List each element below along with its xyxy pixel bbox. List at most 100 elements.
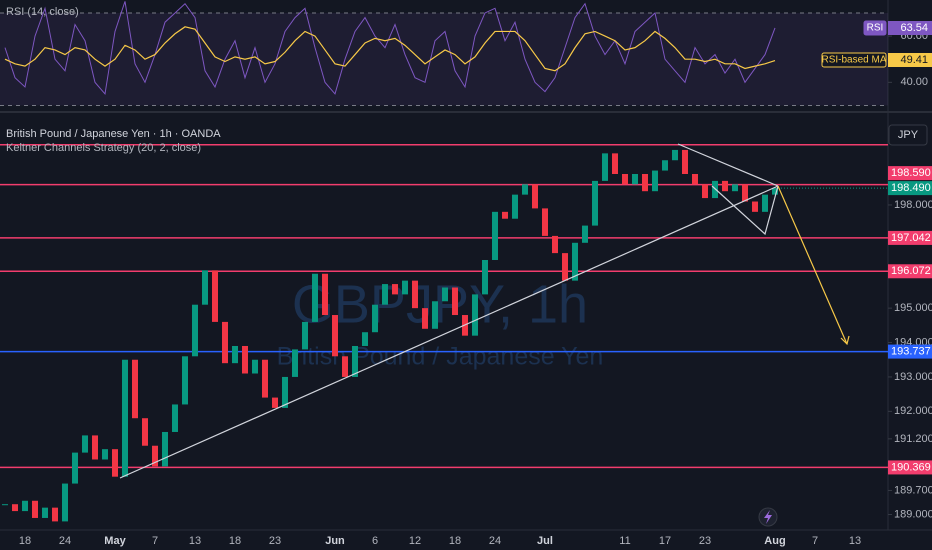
y-tick-label: 195.000: [894, 302, 932, 314]
candle: [402, 280, 408, 295]
y-tick-label: 191.200: [894, 433, 932, 445]
rsi-band: [0, 12, 888, 106]
y-tick-label: 189.700: [894, 484, 932, 496]
trend-line: [677, 143, 779, 187]
candle: [412, 280, 418, 309]
candle: [652, 170, 658, 192]
series-name-badge: [863, 20, 887, 36]
y-tick-label: 40.00: [900, 76, 928, 88]
series-value-badge: [888, 53, 932, 67]
candle: [192, 304, 198, 357]
candle: [242, 345, 248, 374]
series-name: RSI: [867, 23, 884, 34]
indicator-title: Keltner Channels Strategy (20, 2, close): [6, 142, 201, 154]
candle: [772, 188, 778, 195]
last-price-badge: [888, 181, 932, 196]
candle: [82, 435, 88, 453]
watermark-subtitle: British Pound / Japanese Yen: [277, 343, 604, 371]
candle: [522, 184, 528, 195]
level-badge: [888, 264, 932, 279]
x-tick-label: Jun: [325, 535, 345, 547]
candle: [392, 284, 398, 295]
candle: [202, 270, 208, 305]
candle: [262, 359, 268, 398]
y-tick-label: 198.000: [894, 199, 932, 211]
candle: [272, 397, 278, 408]
watermark: GBPJPY, 1h: [292, 274, 588, 334]
candle: [112, 449, 118, 477]
rsi-title: RSI (14, close): [6, 6, 79, 18]
wedge-line: [711, 185, 779, 236]
candle: [632, 174, 638, 185]
series-value: 49.41: [900, 54, 928, 66]
candle: [732, 184, 738, 192]
chart-title: British Pound / Japanese Yen · 1h · OAND…: [6, 128, 221, 140]
candle: [352, 345, 358, 377]
candle: [612, 153, 618, 175]
level-badge: [888, 166, 932, 181]
x-tick-label: 23: [699, 535, 711, 547]
candle: [442, 287, 448, 302]
candle: [382, 284, 388, 305]
x-tick-label: 12: [409, 535, 421, 547]
candle: [62, 483, 68, 522]
level-label: 190.369: [891, 461, 931, 473]
candle: [662, 160, 668, 171]
candle: [232, 345, 238, 364]
candle: [32, 500, 38, 518]
candle: [572, 242, 578, 281]
candle: [552, 235, 558, 254]
candle: [152, 445, 158, 467]
x-tick-label: 13: [849, 535, 861, 547]
series-value: 63.54: [900, 22, 928, 34]
x-tick-label: 6: [372, 535, 378, 547]
candle: [332, 315, 338, 357]
candle: [692, 174, 698, 185]
candle: [432, 301, 438, 329]
candle: [142, 418, 148, 446]
candle: [762, 194, 768, 212]
x-tick-label: 7: [812, 535, 818, 547]
x-tick-label: Jul: [537, 535, 553, 547]
candle: [312, 273, 318, 322]
candle: [182, 356, 188, 405]
candle: [562, 253, 568, 281]
candle: [302, 321, 308, 350]
x-tick-label: 13: [189, 535, 201, 547]
candle: [532, 184, 538, 209]
level-label: 198.590: [891, 167, 931, 179]
candle: [42, 507, 48, 518]
x-tick-label: 24: [59, 535, 71, 547]
candle: [742, 184, 748, 202]
currency-button[interactable]: [888, 124, 928, 146]
candle: [172, 404, 178, 432]
x-tick-label: 18: [449, 535, 461, 547]
price-pane: 189.000189.700191.200192.000193.000194.0…: [0, 144, 932, 547]
candle: [722, 180, 728, 192]
level-label: 197.042: [891, 232, 931, 244]
candle: [122, 359, 128, 477]
level-badge: [888, 460, 932, 475]
candle: [592, 180, 598, 226]
candle: [362, 332, 368, 346]
candle: [512, 194, 518, 219]
candle: [72, 452, 78, 484]
arrow-head: [840, 335, 850, 346]
x-tick-label: Aug: [764, 535, 785, 547]
candle: [482, 259, 488, 295]
rsi-line: [4, 26, 776, 72]
x-tick-label: 24: [489, 535, 501, 547]
currency-label[interactable]: JPY: [898, 129, 919, 141]
x-tick-label: 18: [19, 535, 31, 547]
y-tick-label: 192.000: [894, 405, 932, 417]
candle: [52, 507, 58, 522]
candle: [252, 359, 258, 374]
trend-line: [119, 185, 779, 479]
candle: [342, 356, 348, 377]
last-price-label: 198.490: [891, 182, 931, 194]
candle: [132, 359, 138, 419]
candle: [212, 270, 218, 322]
candle: [322, 273, 328, 316]
series-name-badge: [821, 52, 887, 68]
